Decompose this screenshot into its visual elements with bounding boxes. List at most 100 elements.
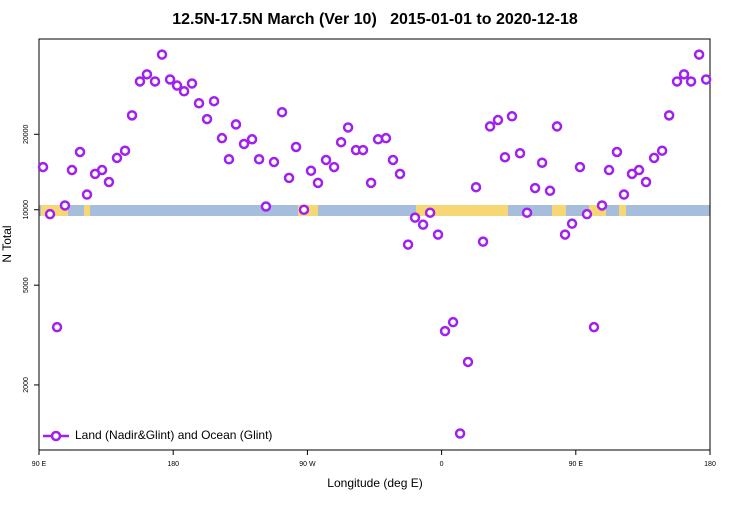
data-point	[223, 154, 235, 165]
data-point	[134, 76, 146, 87]
data-point	[328, 161, 340, 173]
data-point	[276, 106, 288, 118]
data-point	[66, 164, 78, 176]
data-point	[671, 76, 683, 87]
land-ocean-strip	[39, 205, 710, 216]
data-point	[492, 114, 504, 126]
data-point	[499, 151, 511, 163]
data-point	[126, 110, 138, 121]
data-point	[320, 154, 332, 166]
data-point	[74, 146, 86, 158]
data-point	[230, 119, 242, 130]
data-point	[551, 121, 563, 132]
data-point	[462, 356, 474, 368]
data-point	[208, 95, 220, 107]
data-point	[342, 122, 354, 133]
data-point	[447, 316, 459, 328]
x-tick-label: 90 E	[569, 461, 584, 468]
data-point	[164, 74, 176, 85]
ocean-band	[39, 205, 710, 216]
data-point	[178, 86, 190, 97]
data-point	[529, 182, 541, 194]
data-point	[424, 207, 436, 218]
y-axis-label: N Total	[0, 225, 14, 262]
data-point	[559, 229, 571, 240]
data-point	[357, 144, 369, 156]
legend-marker	[50, 430, 62, 442]
data-point	[365, 177, 377, 189]
x-tick-label: 90 E	[32, 461, 47, 468]
data-point	[611, 146, 623, 158]
legend-label: Land (Nadir&Glint) and Ocean (Glint)	[75, 428, 272, 442]
data-point	[335, 136, 347, 148]
data-point	[640, 176, 652, 188]
data-point	[521, 207, 533, 218]
data-point	[193, 98, 205, 109]
x-axis-label: Longitude (deg E)	[327, 476, 422, 490]
data-point	[111, 152, 123, 164]
chart-title: 12.5N-17.5N March (Ver 10) 2015-01-01 to…	[172, 11, 578, 28]
data-point	[59, 200, 71, 211]
legend: Land (Nadir&Glint) and Ocean (Glint)	[43, 428, 272, 442]
data-point	[96, 164, 108, 176]
plot-frame	[38, 38, 711, 451]
data-point	[432, 229, 444, 240]
data-point	[685, 76, 697, 87]
data-point	[156, 49, 168, 60]
data-point	[149, 76, 161, 87]
data-point	[119, 145, 131, 156]
data-point	[470, 181, 482, 193]
data-point	[402, 239, 414, 250]
data-point	[618, 189, 630, 200]
data-point	[394, 168, 406, 180]
x-tick-label: 180	[704, 461, 716, 468]
y-tick-label: 2000	[23, 377, 30, 393]
data-point	[514, 148, 526, 159]
data-point	[37, 161, 49, 173]
data-point	[141, 69, 153, 80]
land-band	[589, 205, 606, 216]
data-point	[186, 78, 198, 89]
data-point	[574, 161, 586, 173]
data-point	[700, 74, 712, 85]
data-point	[268, 156, 280, 168]
data-point	[216, 132, 228, 144]
land-band	[84, 205, 90, 216]
data-point	[44, 208, 56, 220]
data-point	[81, 189, 93, 200]
data-point	[477, 236, 489, 247]
land-band	[416, 205, 508, 216]
data-point	[171, 80, 183, 91]
data-point	[312, 177, 324, 189]
data-point	[253, 154, 265, 165]
data-point	[581, 208, 593, 220]
x-tick-label: 180	[167, 461, 179, 468]
data-point	[439, 325, 451, 337]
data-point	[678, 69, 690, 80]
x-tick-label: 90 W	[299, 461, 316, 468]
data-point	[201, 113, 213, 125]
data-point	[656, 145, 668, 156]
data-point	[603, 164, 615, 176]
data-point	[506, 111, 518, 122]
data-point	[454, 428, 466, 439]
data-point	[596, 200, 608, 211]
data-point	[246, 134, 258, 145]
data-point	[238, 138, 250, 150]
data-point	[283, 172, 295, 184]
x-tick-label: 0	[440, 461, 444, 468]
data-point	[290, 141, 302, 153]
land-band	[552, 205, 566, 216]
land-band	[41, 205, 68, 216]
data-point	[566, 218, 578, 229]
data-point	[588, 321, 600, 333]
y-tick-label: 20000	[23, 124, 30, 144]
data-point	[544, 185, 556, 197]
data-point	[51, 321, 63, 333]
y-tick-label: 5000	[23, 277, 30, 293]
data-point	[633, 164, 645, 176]
y-tick-label: 10000	[23, 200, 30, 220]
data-point	[380, 132, 392, 144]
